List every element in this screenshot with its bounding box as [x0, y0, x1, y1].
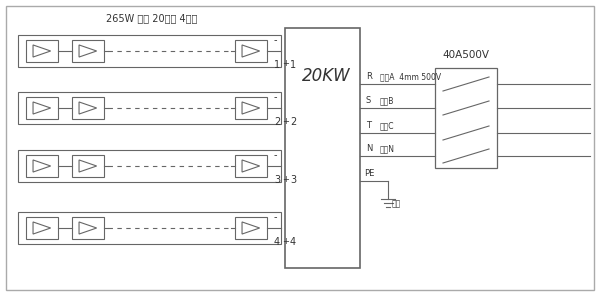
Text: 相线C: 相线C — [380, 121, 395, 130]
Bar — [235, 155, 267, 177]
Bar — [26, 155, 58, 177]
Text: N: N — [366, 144, 373, 153]
Text: +: + — [282, 117, 289, 126]
Text: 3: 3 — [290, 175, 296, 185]
Bar — [72, 155, 104, 177]
Text: -: - — [274, 150, 277, 160]
Bar — [235, 97, 267, 119]
Text: -: - — [274, 212, 277, 222]
Text: 4: 4 — [274, 237, 280, 247]
Bar — [18, 92, 281, 124]
Text: 3: 3 — [274, 175, 280, 185]
Bar — [235, 217, 267, 239]
Bar — [235, 40, 267, 62]
Text: 1: 1 — [274, 60, 280, 70]
Bar — [72, 97, 104, 119]
Bar — [26, 217, 58, 239]
Text: 265W 组件 20串联 4并联: 265W 组件 20串联 4并联 — [106, 13, 197, 23]
Text: 相线A  4mm 500V: 相线A 4mm 500V — [380, 72, 441, 81]
Bar — [18, 150, 281, 182]
Text: R: R — [366, 72, 372, 81]
Text: 40A500V: 40A500V — [443, 50, 490, 60]
Bar — [285, 28, 360, 268]
Bar — [18, 35, 281, 67]
Text: S: S — [366, 96, 371, 105]
Bar — [26, 97, 58, 119]
Text: +: + — [282, 237, 289, 245]
Text: +: + — [282, 175, 289, 184]
Bar — [435, 68, 497, 168]
Text: +: + — [282, 59, 289, 68]
Text: 零线N: 零线N — [380, 144, 395, 153]
Text: T: T — [366, 121, 371, 130]
Text: 2: 2 — [274, 117, 280, 127]
Text: 地线: 地线 — [392, 199, 401, 208]
Text: 辅线B: 辅线B — [380, 96, 394, 105]
Bar — [18, 212, 281, 244]
Text: 2: 2 — [290, 117, 296, 127]
Text: 4: 4 — [290, 237, 296, 247]
Bar — [26, 40, 58, 62]
Text: -: - — [274, 92, 277, 102]
Text: 20KW: 20KW — [302, 67, 350, 85]
Bar — [72, 217, 104, 239]
Text: 1: 1 — [290, 60, 296, 70]
Bar — [72, 40, 104, 62]
Text: -: - — [274, 35, 277, 45]
Text: PE: PE — [364, 169, 374, 178]
